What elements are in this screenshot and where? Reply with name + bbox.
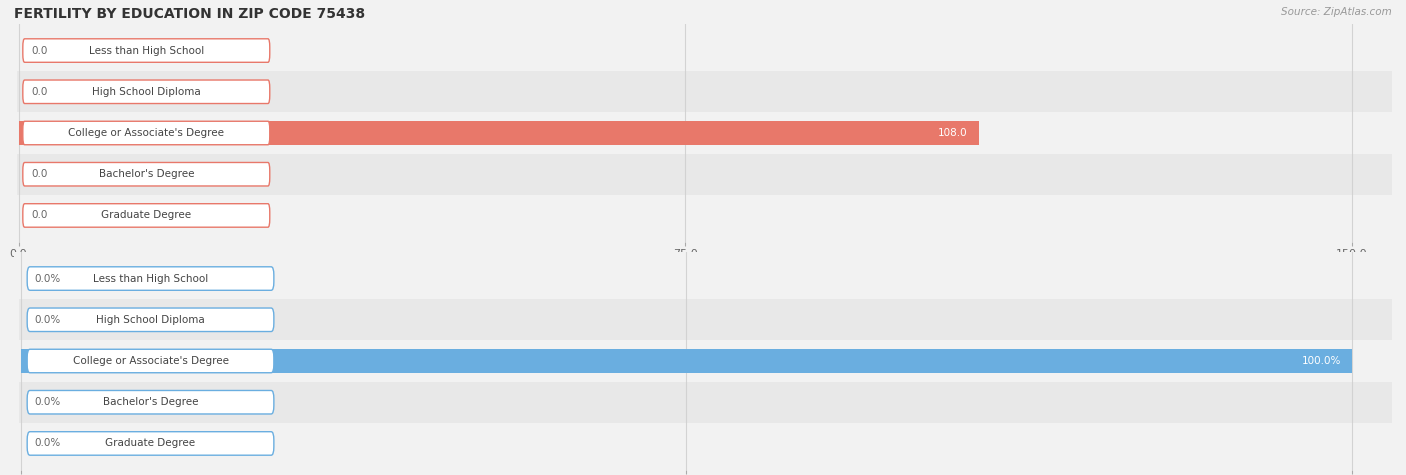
Text: FERTILITY BY EDUCATION IN ZIP CODE 75438: FERTILITY BY EDUCATION IN ZIP CODE 75438	[14, 7, 366, 21]
Text: 0.0%: 0.0%	[34, 274, 60, 284]
FancyBboxPatch shape	[22, 204, 270, 227]
Text: High School Diploma: High School Diploma	[96, 315, 205, 325]
Bar	[20, 258, 1405, 299]
Text: 0.0: 0.0	[32, 210, 48, 220]
Bar	[17, 195, 1405, 236]
Text: 0.0%: 0.0%	[34, 397, 60, 407]
Bar	[17, 113, 1405, 153]
Text: 0.0: 0.0	[32, 87, 48, 97]
Text: 100.0%: 100.0%	[1302, 356, 1341, 366]
FancyBboxPatch shape	[27, 349, 274, 373]
FancyBboxPatch shape	[22, 162, 270, 186]
Bar	[21, 349, 1353, 373]
Text: Bachelor's Degree: Bachelor's Degree	[103, 397, 198, 407]
Text: Graduate Degree: Graduate Degree	[105, 438, 195, 448]
Text: Less than High School: Less than High School	[93, 274, 208, 284]
Bar	[18, 121, 979, 145]
FancyBboxPatch shape	[22, 80, 270, 104]
Text: 0.0: 0.0	[32, 169, 48, 179]
Bar	[20, 381, 1405, 423]
FancyBboxPatch shape	[27, 390, 274, 414]
Text: High School Diploma: High School Diploma	[91, 87, 201, 97]
Bar	[17, 153, 1405, 195]
Bar	[20, 423, 1405, 464]
Text: 0.0%: 0.0%	[34, 315, 60, 325]
Text: College or Associate's Degree: College or Associate's Degree	[69, 128, 225, 138]
FancyBboxPatch shape	[27, 308, 274, 332]
FancyBboxPatch shape	[27, 432, 274, 455]
Text: Bachelor's Degree: Bachelor's Degree	[98, 169, 194, 179]
Text: Graduate Degree: Graduate Degree	[101, 210, 191, 220]
Bar	[20, 341, 1405, 381]
FancyBboxPatch shape	[22, 39, 270, 62]
Bar	[20, 299, 1405, 341]
FancyBboxPatch shape	[27, 267, 274, 290]
Bar	[17, 30, 1405, 71]
Text: 0.0: 0.0	[32, 46, 48, 56]
Text: Source: ZipAtlas.com: Source: ZipAtlas.com	[1281, 7, 1392, 17]
FancyBboxPatch shape	[22, 121, 270, 145]
Text: Less than High School: Less than High School	[89, 46, 204, 56]
Text: 0.0%: 0.0%	[34, 438, 60, 448]
Text: 108.0: 108.0	[938, 128, 967, 138]
Text: College or Associate's Degree: College or Associate's Degree	[73, 356, 229, 366]
Bar	[17, 71, 1405, 113]
